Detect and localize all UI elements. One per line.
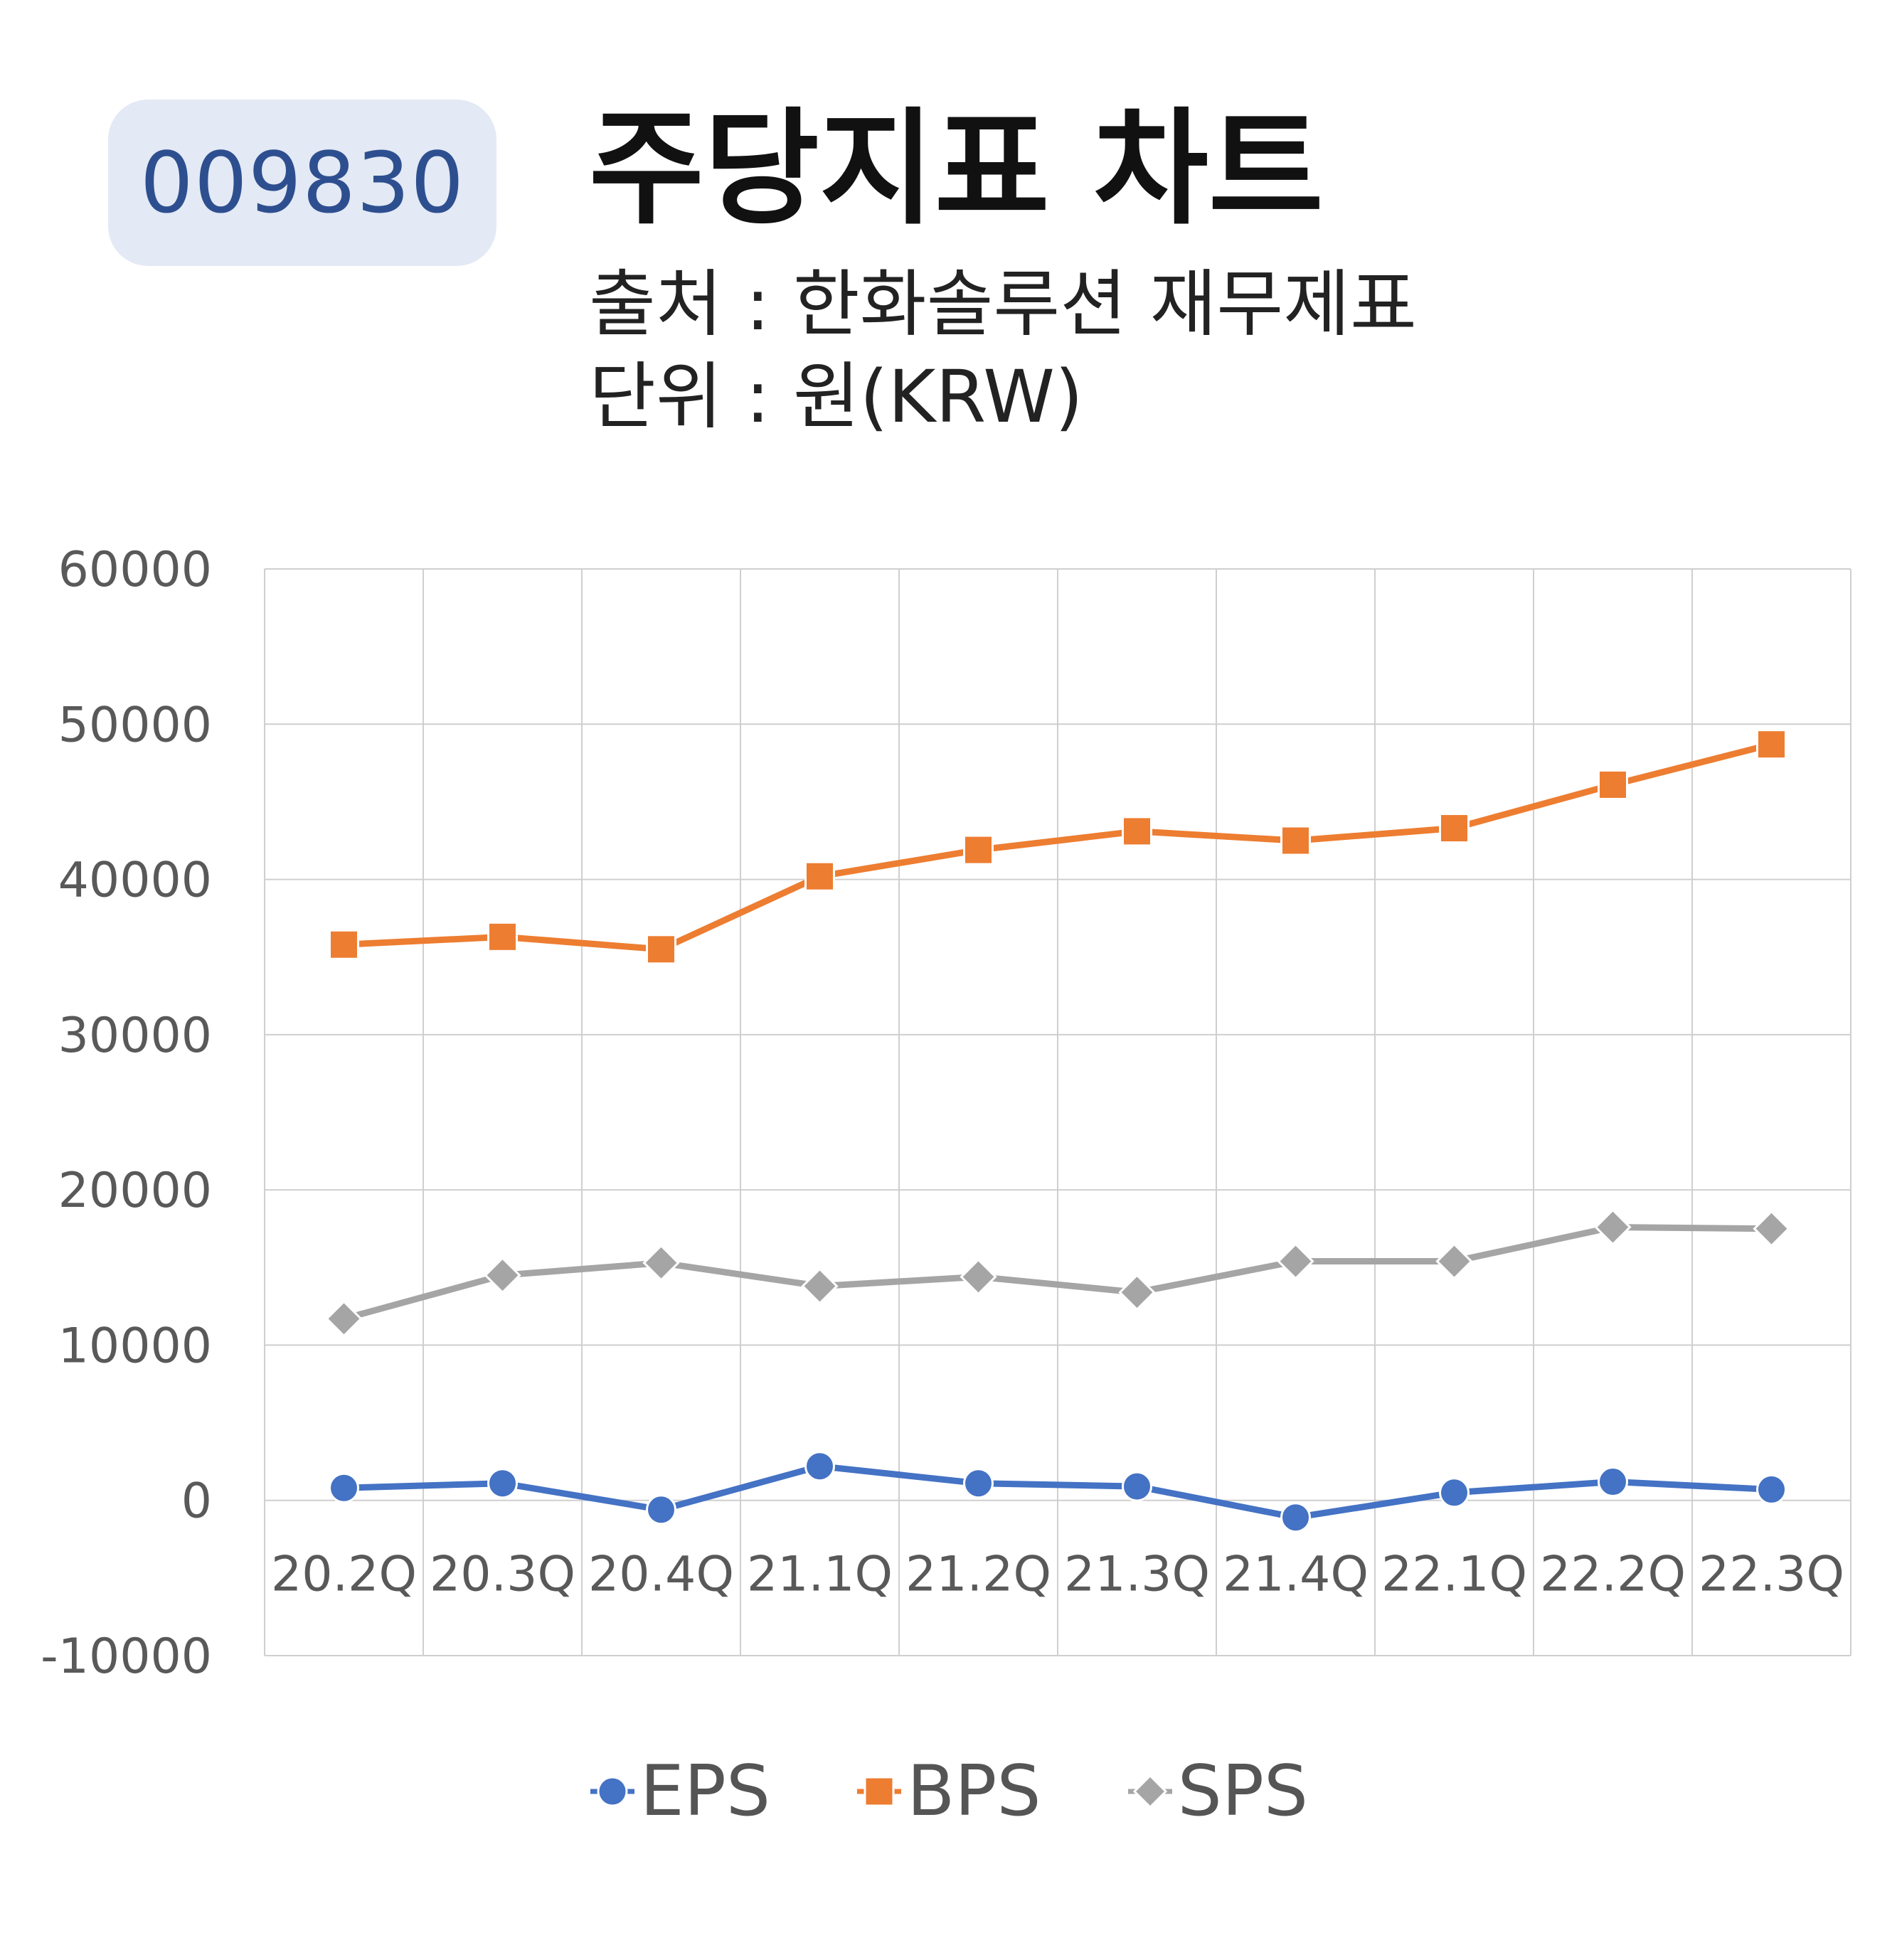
x-tick-label: 20.2Q (271, 1547, 417, 1603)
data-point (963, 1468, 994, 1499)
data-point (1122, 1471, 1152, 1502)
series-line (341, 741, 1775, 953)
data-point (804, 861, 835, 892)
x-tick-label: 22.2Q (1540, 1547, 1686, 1603)
legend-item-sps: SPS (1127, 1751, 1309, 1832)
data-point (646, 1494, 676, 1525)
data-point (1753, 1210, 1790, 1247)
data-point (963, 834, 994, 866)
data-point (1118, 1274, 1156, 1311)
ticker-badge: 009830 (108, 100, 496, 266)
data-point (642, 1244, 680, 1282)
data-point (325, 1300, 363, 1338)
series-line (341, 1224, 1775, 1322)
y-tick-label: -10000 (41, 1629, 212, 1685)
gridlines (264, 568, 1851, 1656)
y-tick-label: 60000 (58, 542, 212, 598)
data-point (1594, 1208, 1632, 1246)
y-tick-label: 40000 (58, 853, 212, 909)
series-sps (325, 1208, 1790, 1338)
data-point (1435, 1242, 1473, 1280)
y-tick-label: 30000 (58, 1008, 212, 1064)
y-tick-label: 20000 (58, 1163, 212, 1219)
y-tick-label: 0 (181, 1474, 212, 1530)
eps-marker-icon (590, 1776, 634, 1807)
x-tick-label: 21.2Q (905, 1547, 1051, 1603)
y-tick-label: 10000 (58, 1318, 212, 1374)
legend-label-bps: BPS (907, 1751, 1041, 1832)
data-point (1598, 1466, 1628, 1498)
x-tick-label: 20.3Q (430, 1547, 575, 1603)
line-chart: 60000 50000 40000 30000 20000 10000 0 -10000 20.… (41, 542, 1851, 1685)
data-point (804, 1451, 835, 1482)
series-eps (329, 1451, 1787, 1533)
y-tick-label: 50000 (58, 697, 212, 753)
data-point (960, 1258, 997, 1296)
data-point (484, 1257, 521, 1294)
series-bps (329, 729, 1787, 965)
data-point (1756, 729, 1787, 760)
data-point (1277, 1242, 1314, 1280)
data-point (329, 929, 359, 960)
source-note: 출처 : 한화솔루션 재무제표 (589, 262, 1417, 347)
legend-item-bps: BPS (856, 1757, 1041, 1826)
x-tick-label: 21.4Q (1223, 1547, 1369, 1603)
data-point (1280, 825, 1311, 856)
sps-marker-icon (1127, 1774, 1172, 1809)
legend-item-eps: EPS (589, 1757, 770, 1826)
legend-label-sps: SPS (1177, 1751, 1309, 1832)
x-tick-label: 21.1Q (747, 1547, 893, 1603)
data-point (801, 1267, 839, 1305)
x-tick-label: 20.4Q (588, 1547, 734, 1603)
data-point (1439, 813, 1470, 844)
legend: EPS BPS SPS (0, 1757, 1897, 1826)
data-point (646, 934, 676, 965)
data-point (487, 1468, 518, 1499)
data-point (1439, 1477, 1470, 1508)
chart-title: 주당지표 차트 (589, 96, 1324, 242)
data-point (329, 1472, 359, 1503)
data-point (1122, 816, 1152, 847)
data-point (1756, 1474, 1787, 1505)
ticker-code: 009830 (139, 134, 465, 232)
data-point (487, 921, 518, 952)
x-tick-label: 22.1Q (1381, 1547, 1527, 1603)
legend-label-eps: EPS (639, 1751, 771, 1832)
data-point (1280, 1502, 1311, 1533)
data-point (1598, 769, 1628, 800)
unit-note: 단위 : 원(KRW) (589, 355, 1083, 440)
series-line (341, 1463, 1775, 1521)
bps-marker-icon (857, 1776, 902, 1807)
x-tick-label: 22.3Q (1699, 1547, 1844, 1603)
x-tick-label: 21.3Q (1064, 1547, 1210, 1603)
